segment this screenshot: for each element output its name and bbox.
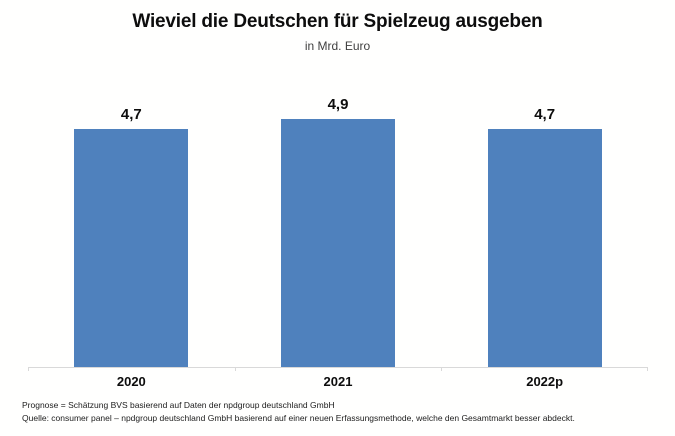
bar-2020 [74, 129, 189, 367]
footnotes: Prognose = Schätzung BVS basierend auf D… [22, 399, 662, 425]
bar-value-label: 4,7 [534, 106, 556, 123]
footnote-quelle: Quelle: consumer panel – npdgroup deutsc… [22, 413, 575, 423]
bar-value-label: 4,7 [120, 106, 142, 123]
plot-area: 4,7 4,9 4,7 [28, 0, 648, 368]
axis-tick [647, 367, 648, 371]
axis-tick [28, 367, 29, 371]
chart-subtitle: in Mrd. Euro [304, 39, 371, 53]
axis-tick [441, 367, 442, 371]
x-axis-label-2020: 2020 [116, 374, 146, 389]
chart-title: Wieviel die Deutschen für Spielzeug ausg… [132, 11, 543, 32]
bar-2021 [281, 119, 395, 367]
footnote-prognose: Prognose = Schätzung BVS basierend auf D… [22, 400, 335, 410]
x-axis-label-2021: 2021 [323, 374, 353, 389]
x-axis-label-2022p: 2022p [526, 374, 564, 389]
axis-tick [235, 367, 236, 371]
bar-value-label: 4,9 [327, 96, 349, 113]
bar-2022p [487, 129, 602, 367]
